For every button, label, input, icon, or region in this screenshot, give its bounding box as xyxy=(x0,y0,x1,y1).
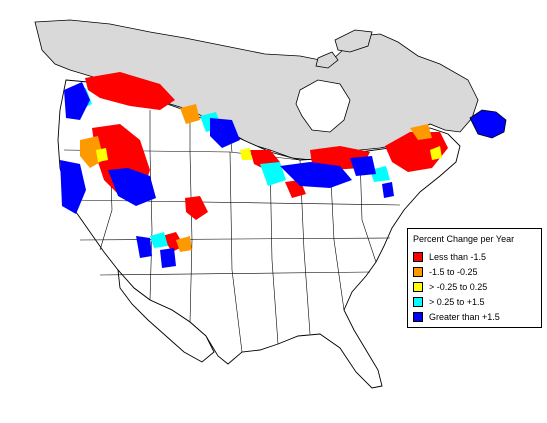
legend-swatch xyxy=(413,297,423,307)
mexico-north xyxy=(117,268,215,363)
legend-item-neg-1-5-to-neg-0-25: -1.5 to -0.25 xyxy=(413,266,478,278)
map-legend: Percent Change per Year Less than -1.5 -… xyxy=(407,228,542,328)
legend-label: Less than -1.5 xyxy=(429,252,487,262)
legend-item-pos-0-25-to-1-5: > 0.25 to +1.5 xyxy=(413,296,485,308)
newfoundland xyxy=(469,109,507,139)
arctic-island xyxy=(315,51,339,69)
legend-swatch xyxy=(413,282,423,292)
data-greater-than-1-5 xyxy=(60,82,394,268)
legend-item-neg-0-25-to-0-25: > -0.25 to 0.25 xyxy=(413,281,487,293)
legend-swatch xyxy=(413,267,423,277)
legend-title: Percent Change per Year xyxy=(413,234,515,244)
hudson-bay xyxy=(295,79,351,133)
data-pos-0-25-to-1-5 xyxy=(72,88,390,248)
legend-swatch xyxy=(413,252,423,262)
legend-label: > 0.25 to +1.5 xyxy=(429,297,485,307)
arctic-island xyxy=(334,29,373,53)
legend-item-less-than-neg-1-5: Less than -1.5 xyxy=(413,251,486,263)
data-neg-1-5-to-neg-0-25 xyxy=(80,104,432,252)
legend-label: Greater than +1.5 xyxy=(429,312,500,322)
legend-item-greater-than-1-5: Greater than +1.5 xyxy=(413,311,500,323)
legend-label: -1.5 to -0.25 xyxy=(429,267,478,277)
legend-label: > -0.25 to 0.25 xyxy=(429,282,488,292)
legend-swatch xyxy=(413,312,423,322)
data-neg-0-25-to-0-25 xyxy=(96,146,442,162)
